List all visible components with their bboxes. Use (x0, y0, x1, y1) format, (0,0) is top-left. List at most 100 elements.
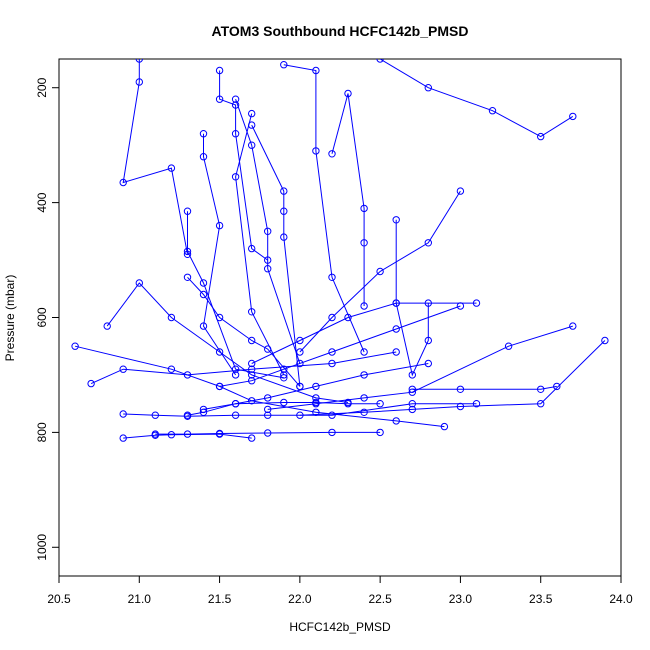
data-point (456, 402, 465, 411)
data-point (167, 431, 176, 439)
profile-line (299, 190, 461, 353)
data-point (312, 394, 320, 402)
data-point (537, 400, 545, 408)
profile-line (412, 385, 557, 390)
data-point (312, 66, 320, 75)
x-tick-label: 22.5 (368, 592, 392, 606)
data-point (264, 265, 272, 273)
data-point (504, 342, 513, 350)
data-point (344, 89, 352, 98)
x-tick-label: 22.0 (288, 592, 312, 606)
data-point (472, 299, 481, 307)
data-point (119, 434, 127, 442)
data-point (392, 348, 400, 356)
data-point (264, 345, 272, 353)
data-point (424, 84, 432, 92)
profile-line (187, 211, 284, 379)
data-point (424, 299, 432, 307)
data-point (264, 394, 272, 402)
data-point (248, 336, 256, 345)
data-point (199, 322, 208, 330)
data-point (248, 397, 256, 405)
data-point (360, 204, 368, 213)
data-point (231, 101, 240, 109)
data-point (360, 408, 368, 416)
profile-line (267, 325, 573, 410)
profile-line (283, 64, 365, 353)
data-point (569, 112, 577, 121)
profile-line (395, 219, 429, 377)
data-point (248, 141, 256, 149)
data-point (408, 405, 416, 414)
chart-title: ATOM3 Southbound HCFC142b_PMSD (212, 23, 469, 39)
plot-area (71, 59, 609, 442)
profile-line (187, 276, 301, 387)
data-point (440, 422, 449, 431)
data-point (296, 359, 304, 368)
data-point (248, 359, 256, 368)
plot-area-frame (58, 58, 622, 577)
data-point (103, 322, 111, 330)
data-point (167, 313, 176, 322)
data-point (280, 233, 288, 241)
data-point (472, 400, 481, 408)
data-point (296, 348, 304, 356)
data-point (280, 207, 288, 215)
data-point (456, 385, 465, 393)
profile-line (331, 93, 365, 306)
data-point (119, 410, 127, 418)
data-point (151, 430, 160, 438)
data-point (231, 400, 240, 408)
data-point (87, 379, 95, 388)
data-point (376, 267, 384, 276)
data-point (280, 398, 288, 407)
x-tick-label: 21.0 (128, 592, 152, 606)
data-point (231, 371, 240, 379)
data-point (199, 290, 208, 299)
data-point (199, 153, 208, 161)
data-point (601, 336, 609, 345)
y-axis-label: Pressure (mbar) (3, 275, 17, 362)
data-point (215, 429, 224, 438)
data-point (360, 239, 368, 247)
data-point (231, 95, 240, 103)
data-point (408, 385, 416, 393)
data-point (119, 178, 127, 187)
data-point (199, 279, 208, 287)
data-point (215, 95, 224, 103)
data-point (408, 400, 416, 408)
y-tick-label: 800 (35, 422, 49, 442)
data-point (312, 147, 320, 155)
data-point (312, 400, 320, 408)
x-axis-label: HCFC142b_PMSD (289, 620, 391, 634)
data-point (135, 279, 144, 287)
data-point (328, 359, 336, 368)
data-point (392, 417, 400, 425)
profile-line (219, 70, 268, 261)
data-point (264, 411, 272, 419)
profile-line (90, 351, 397, 385)
profile-line (122, 59, 188, 255)
data-point (119, 365, 127, 373)
data-point (135, 78, 144, 86)
data-point (328, 150, 336, 158)
profile-line (251, 302, 477, 364)
data-point (280, 371, 288, 379)
y-tick-label: 400 (35, 192, 49, 212)
data-point (248, 244, 256, 253)
data-point (488, 107, 497, 115)
data-point (328, 428, 336, 437)
y-axis: 200 400 600 800 1000 (35, 77, 60, 561)
data-point (248, 308, 256, 316)
data-point (280, 60, 288, 69)
data-point (231, 130, 240, 138)
data-point (199, 405, 208, 414)
y-tick-label: 200 (35, 77, 49, 97)
data-point (248, 377, 256, 385)
profile-line (202, 133, 237, 376)
y-tick-label: 1000 (35, 534, 49, 561)
data-point (456, 187, 465, 195)
x-tick-label: 23.0 (449, 592, 473, 606)
data-point (360, 371, 368, 379)
data-point (264, 227, 272, 236)
